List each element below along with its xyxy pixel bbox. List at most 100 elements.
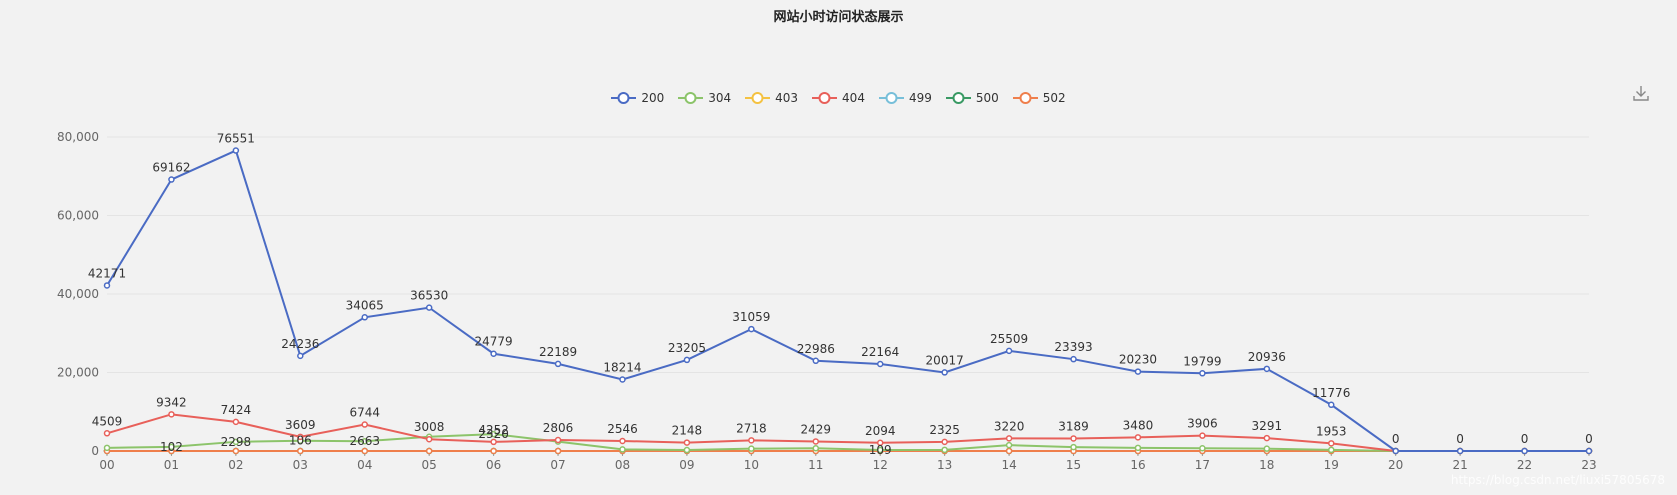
point-403	[554, 447, 562, 455]
point-304	[1456, 447, 1464, 455]
point-304	[1521, 447, 1528, 455]
legend-item-304[interactable]: 304	[678, 91, 731, 105]
point-200	[812, 357, 820, 365]
x-tick-label: 02	[228, 458, 243, 472]
point-403	[619, 447, 626, 455]
point-502	[683, 447, 691, 455]
series-line-200	[106, 149, 1589, 452]
data-label-404: 2094	[865, 424, 896, 438]
point-404	[683, 439, 691, 446]
legend-item-404[interactable]: 404	[812, 91, 865, 105]
x-tick-label: 21	[1452, 458, 1467, 472]
x-tick-label: 01	[164, 458, 179, 472]
point-500	[168, 447, 175, 455]
point-404	[1005, 435, 1013, 442]
data-label-200: 20017	[926, 353, 964, 367]
point-200	[1263, 365, 1271, 373]
point-403	[490, 447, 497, 455]
legend-item-499[interactable]: 499	[878, 91, 932, 105]
legend-label: 304	[708, 91, 732, 105]
legend-swatch	[878, 92, 904, 104]
x-tick-label: 11	[808, 458, 823, 472]
point-502	[1456, 447, 1464, 455]
legend-swatch	[1012, 92, 1038, 104]
legend-item-502[interactable]: 502	[1012, 91, 1066, 105]
series-line-304	[106, 433, 1589, 452]
legend-swatch	[945, 92, 971, 104]
x-tick-label: 03	[293, 458, 308, 472]
legend-item-403[interactable]: 403	[745, 91, 798, 105]
point-403	[683, 447, 691, 455]
point-200	[1134, 368, 1142, 375]
point-200	[490, 350, 497, 357]
point-502	[232, 447, 240, 455]
x-tick-label: 08	[615, 458, 630, 472]
point-502	[1070, 447, 1077, 455]
point-304	[876, 446, 884, 454]
point-304	[554, 438, 562, 445]
x-tick-label: 14	[1001, 458, 1016, 472]
point-404	[361, 421, 368, 428]
x-tick-label: 20	[1388, 458, 1403, 472]
point-403	[1005, 447, 1013, 455]
point-304	[297, 437, 304, 444]
point-304	[619, 446, 626, 453]
point-499	[876, 447, 884, 455]
data-label-200: 24779	[475, 335, 513, 349]
legend-swatch	[745, 92, 771, 104]
point-500	[554, 447, 562, 455]
point-500	[876, 447, 884, 455]
point-499	[425, 447, 433, 455]
data-label-404: 2325	[929, 423, 960, 437]
point-499	[1070, 447, 1077, 455]
point-502	[103, 447, 111, 455]
legend-item-200[interactable]: 200	[611, 91, 664, 105]
point-403	[1199, 447, 1206, 455]
point-304	[232, 438, 240, 446]
point-404	[1134, 434, 1142, 441]
point-404	[1521, 447, 1528, 455]
legend-label: 403	[775, 91, 799, 105]
point-499	[812, 447, 820, 455]
data-label-200: 0	[1585, 432, 1593, 446]
point-499	[941, 447, 948, 455]
data-label-404: 3220	[994, 419, 1025, 433]
point-304	[748, 445, 755, 452]
x-tick-label: 05	[422, 458, 437, 472]
point-502	[1392, 447, 1399, 455]
point-304	[1199, 445, 1206, 452]
point-304	[683, 446, 691, 454]
data-label-404: 7424	[221, 403, 252, 417]
data-label-200: 69162	[152, 161, 190, 175]
data-label-404: 6744	[349, 406, 380, 420]
point-403	[1521, 447, 1528, 455]
legend-item-500[interactable]: 500	[945, 91, 999, 105]
point-404	[103, 430, 111, 437]
point-404	[297, 433, 304, 441]
point-200	[168, 176, 175, 183]
point-500	[1392, 447, 1399, 455]
point-304	[941, 446, 948, 454]
point-499	[1456, 447, 1464, 455]
point-500	[1134, 447, 1142, 455]
point-200	[232, 147, 240, 154]
data-label-200: 20936	[1248, 350, 1286, 364]
point-403	[1134, 447, 1142, 455]
x-tick-label: 09	[679, 458, 694, 472]
point-200	[103, 282, 111, 289]
point-502	[168, 447, 175, 455]
x-tick-label: 22	[1517, 458, 1532, 472]
legend-label: 500	[975, 91, 999, 105]
point-404	[812, 438, 820, 445]
point-304	[361, 437, 368, 445]
y-tick-label: 60,000	[57, 209, 99, 223]
legend-swatch	[678, 92, 704, 104]
chart-title: 网站小时访问状态展示	[773, 10, 904, 25]
watermark: https://blog.csdn.net/liuxi57805678	[1450, 473, 1665, 487]
point-500	[232, 447, 240, 455]
point-404	[619, 437, 626, 445]
point-500	[619, 447, 626, 455]
point-403	[232, 447, 240, 455]
download-icon[interactable]	[1632, 84, 1650, 102]
